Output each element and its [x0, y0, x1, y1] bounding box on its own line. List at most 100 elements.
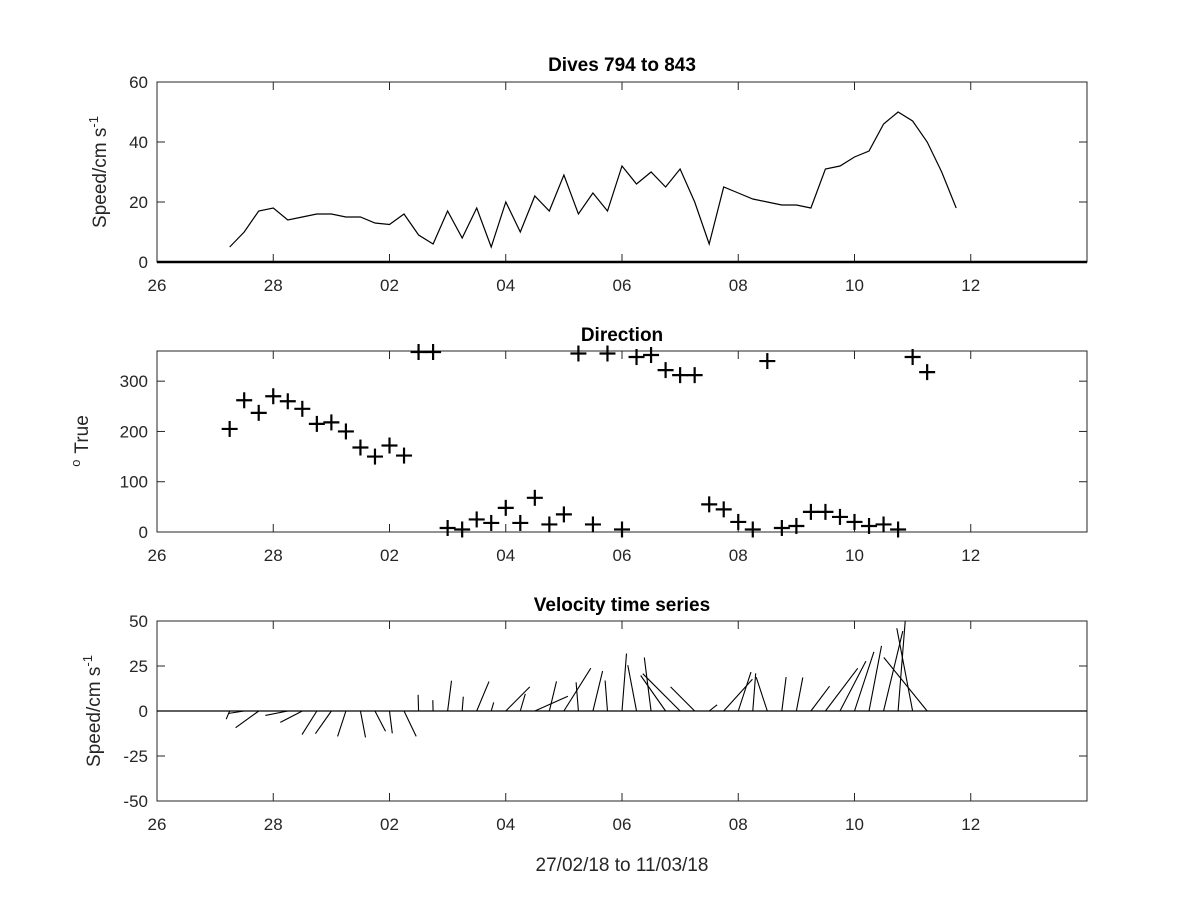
- direction-point: [381, 437, 398, 454]
- velocity-stick: [839, 660, 867, 712]
- velocity-stick: [225, 710, 231, 720]
- direction-point: [817, 503, 834, 520]
- direction-point: [236, 392, 253, 409]
- direction-point: [846, 513, 863, 530]
- direction-ticks: 26 28 02 04 06 08 10 12 0 100 200 300: [120, 351, 1088, 565]
- x-tick-label: 12: [961, 276, 980, 295]
- y-tick-label: 50: [129, 612, 148, 631]
- direction-point: [279, 393, 296, 410]
- direction-point: [497, 499, 514, 516]
- velocity-stick: [795, 677, 804, 712]
- direction-point: [221, 420, 238, 437]
- direction-point: [250, 404, 267, 421]
- x-tick-label: 10: [845, 815, 864, 834]
- x-tick-label: 10: [845, 546, 864, 565]
- velocity-stick: [643, 657, 652, 712]
- velocity-stick: [752, 673, 757, 712]
- velocity-stick: [824, 667, 859, 712]
- direction-point: [599, 345, 616, 362]
- x-tick-label: 06: [613, 815, 632, 834]
- velocity-panel-title: Velocity time series: [534, 595, 710, 616]
- x-tick-label: 12: [961, 815, 980, 834]
- y-tick-label: 25: [129, 657, 148, 676]
- direction-y-axis-label: oTrue: [68, 415, 93, 467]
- velocity-ticks: 26 28 02 04 06 08 10 12 -50 -25 0 25 50: [123, 612, 1088, 834]
- velocity-stick: [519, 693, 526, 712]
- direction-point: [919, 364, 936, 381]
- direction-point: [352, 439, 369, 456]
- x-tick-label: 26: [148, 546, 167, 565]
- direction-point: [265, 388, 282, 405]
- velocity-stick: [737, 671, 752, 712]
- direction-point: [425, 344, 442, 361]
- speed-panel-title: Dives 794 to 843: [548, 55, 696, 76]
- velocity-stick: [604, 680, 609, 712]
- direction-point: [730, 513, 747, 530]
- y-tick-label: -50: [123, 792, 148, 811]
- velocity-stick: [723, 678, 753, 712]
- direction-point: [686, 367, 703, 384]
- y-tick-label: 200: [120, 422, 148, 441]
- velocity-stick: [337, 710, 347, 737]
- velocity-stick: [853, 651, 875, 712]
- velocity-y-axis-label: Speed/cm s-1: [80, 655, 105, 767]
- velocity-stick: [388, 710, 393, 734]
- direction-point: [396, 447, 413, 464]
- x-tick-label: 28: [264, 276, 283, 295]
- direction-point: [483, 514, 500, 531]
- y-tick-label: 0: [139, 702, 148, 721]
- x-tick-label: 26: [148, 815, 167, 834]
- direction-point: [526, 489, 543, 506]
- velocity-stick: [755, 677, 768, 712]
- x-tick-label: 12: [961, 546, 980, 565]
- velocity-stick: [490, 702, 495, 712]
- direction-point: [715, 501, 732, 518]
- direction-point: [410, 344, 427, 361]
- x-tick-label: 10: [845, 276, 864, 295]
- velocity-stick: [563, 667, 592, 712]
- figure-x-axis-label: 27/02/18 to 11/03/18: [536, 855, 709, 876]
- x-tick-label: 08: [729, 276, 748, 295]
- x-tick-label: 02: [380, 546, 399, 565]
- velocity-sticks: [225, 621, 928, 738]
- velocity-stick: [642, 673, 681, 712]
- x-tick-label: 04: [496, 546, 515, 565]
- direction-panel-title: Direction: [581, 325, 663, 346]
- direction-point: [570, 345, 587, 362]
- x-tick-label: 28: [264, 546, 283, 565]
- x-tick-label: 28: [264, 815, 283, 834]
- direction-point: [802, 503, 819, 520]
- velocity-stick: [280, 710, 303, 723]
- velocity-stick: [505, 686, 531, 712]
- velocity-stick: [897, 621, 906, 712]
- velocity-stick: [548, 681, 558, 712]
- speed-series-line: [229, 111, 957, 249]
- direction-point: [323, 414, 340, 431]
- direction-point: [831, 508, 848, 525]
- direction-point: [890, 521, 907, 538]
- velocity-stick: [896, 628, 914, 712]
- y-tick-label: 0: [139, 523, 148, 542]
- velocity-stick: [374, 710, 386, 732]
- velocity-stick: [301, 710, 318, 735]
- direction-point: [439, 519, 456, 536]
- direction-point: [541, 516, 558, 533]
- x-tick-label: 02: [380, 815, 399, 834]
- direction-point: [337, 423, 354, 440]
- direction-point: [759, 353, 776, 370]
- velocity-stick: [461, 696, 464, 712]
- direction-point: [744, 521, 761, 538]
- direction-point: [773, 519, 790, 536]
- y-tick-label: 20: [129, 193, 148, 212]
- direction-point: [788, 517, 805, 534]
- velocity-stick: [447, 680, 453, 712]
- velocity-stick: [868, 645, 883, 712]
- x-tick-label: 06: [613, 276, 632, 295]
- direction-point: [701, 496, 718, 513]
- y-tick-label: 100: [120, 473, 148, 492]
- velocity-stick: [883, 657, 928, 712]
- direction-point: [308, 415, 325, 432]
- direction-panel: Direction 26 28 02 04 06 08 10 12 0 100 200 300 oTr…: [68, 325, 1088, 565]
- x-tick-label: 06: [613, 546, 632, 565]
